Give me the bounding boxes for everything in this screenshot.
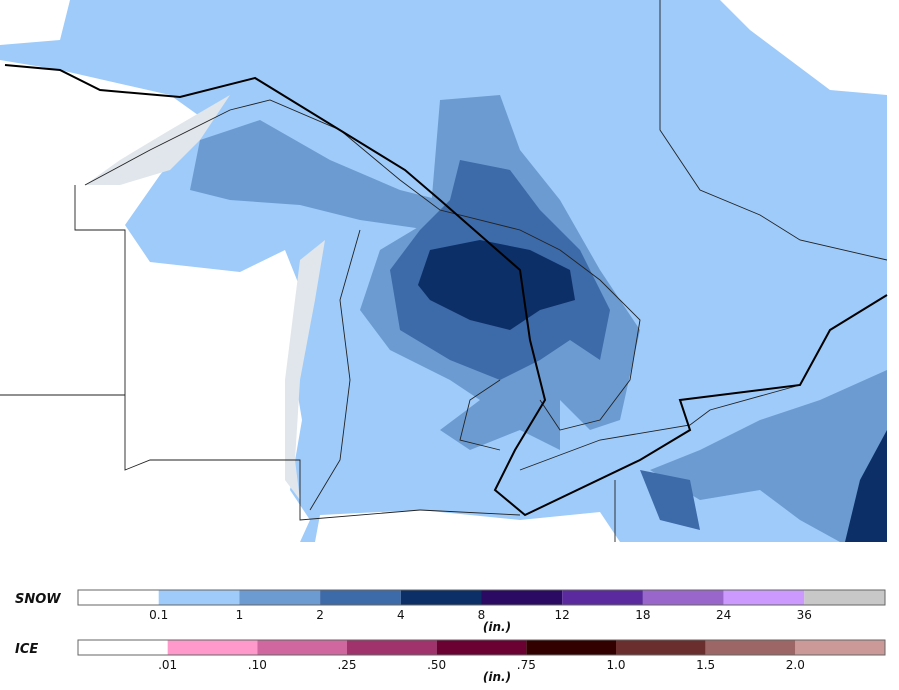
legend-swatch: [642, 590, 724, 605]
legend-swatch: [562, 590, 643, 605]
legend-swatch: [723, 590, 805, 605]
legend-unit: (in.): [483, 670, 511, 684]
legend-swatch: [616, 640, 706, 655]
legend-swatch: [400, 590, 482, 605]
no-snow-area: [0, 60, 310, 542]
legend-title: ICE: [15, 642, 38, 657]
coastline: [459, 379, 501, 451]
legend-tick-label: 8: [478, 608, 486, 622]
map: [0, 0, 888, 542]
legend-tick-label: 1: [236, 608, 244, 622]
legend-swatch: [78, 590, 159, 605]
legend-tick-label: .10: [248, 658, 267, 672]
no-snow-area: [720, 0, 887, 95]
legend-tick-label: .75: [517, 658, 536, 672]
legend-tick-label: 36: [797, 608, 812, 622]
legend-swatch: [320, 590, 401, 605]
legend-frame: [77, 639, 886, 656]
snow-8in: [845, 430, 887, 542]
province-border: [659, 0, 888, 261]
snow-4in: [640, 470, 700, 530]
boundaries: [0, 0, 888, 542]
legend-tick-label: 4: [397, 608, 405, 622]
legend-tick-label: 2.0: [786, 658, 805, 672]
no-snow-area: [315, 510, 620, 542]
legend-swatch: [158, 590, 240, 605]
coastline: [84, 99, 641, 431]
legend-swatch: [526, 640, 616, 655]
legend-unit: (in.): [483, 620, 511, 634]
legend-swatch: [705, 640, 796, 655]
coastline: [309, 229, 361, 511]
national-border: [4, 64, 888, 517]
legend-swatch: [481, 590, 563, 605]
legend-tick-label: .25: [337, 658, 356, 672]
snow-2in: [650, 370, 887, 542]
legend-frame: [77, 589, 886, 606]
lake-ice-area: [285, 240, 325, 500]
legend-tick-label: 18: [635, 608, 650, 622]
lake-ice-area: [85, 95, 230, 185]
legend-title: SNOW: [15, 592, 61, 607]
state-border: [419, 480, 616, 542]
legend-swatch: [804, 590, 885, 605]
legend-swatch: [167, 640, 258, 655]
legend-tick-label: 0.1: [149, 608, 168, 622]
legend-tick-label: 1.0: [606, 658, 625, 672]
snow-2in: [190, 120, 440, 230]
coastline: [519, 384, 801, 471]
legend-swatch: [239, 590, 321, 605]
legend-tick-label: 1.5: [696, 658, 715, 672]
legend-tick-label: 24: [716, 608, 731, 622]
legend-tick-label: 2: [316, 608, 324, 622]
no-snow-area: [0, 0, 70, 45]
legend-tick-label: 12: [555, 608, 570, 622]
snow-8in: [418, 240, 575, 330]
legend-swatch: [795, 640, 885, 655]
legend-swatch: [436, 640, 527, 655]
legend-swatch: [347, 640, 437, 655]
legend-tick-label: .50: [427, 658, 446, 672]
state-border: [74, 185, 421, 521]
legend-swatch: [78, 640, 168, 655]
legend-tick-label: .01: [158, 658, 177, 672]
legend-swatch: [257, 640, 347, 655]
